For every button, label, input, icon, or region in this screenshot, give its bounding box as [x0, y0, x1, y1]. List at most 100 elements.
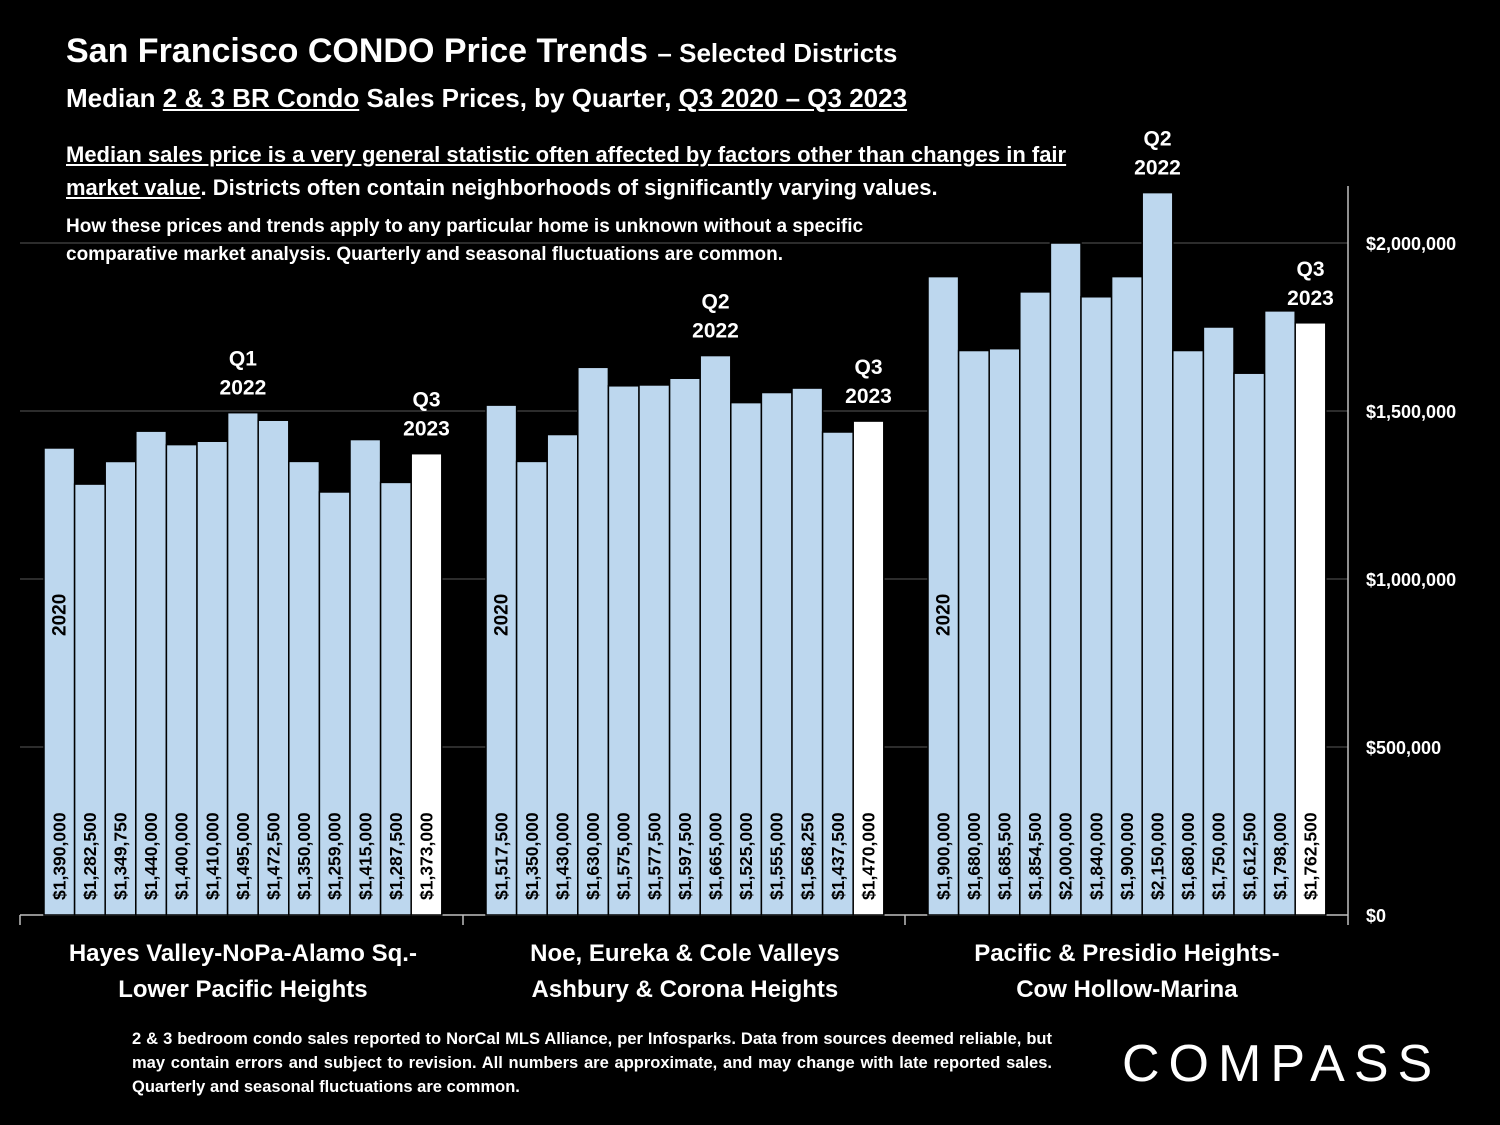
bar-value-label: $1,798,000 — [1270, 812, 1290, 900]
bar — [104, 460, 137, 916]
bar — [1202, 326, 1235, 916]
year-annotation: 2023 — [403, 418, 450, 441]
bar — [135, 430, 168, 916]
district-label-line2: Lower Pacific Heights — [118, 976, 367, 1003]
district-label-line2: Cow Hollow-Marina — [1016, 976, 1238, 1003]
bar-value-label: $1,597,500 — [675, 812, 695, 900]
bar-value-label: $1,287,500 — [386, 812, 406, 900]
bar — [638, 384, 671, 916]
bar — [349, 438, 382, 916]
bar-value-label: $1,437,500 — [828, 812, 848, 900]
bar — [1049, 242, 1082, 916]
footer-source-note: 2 & 3 bedroom condo sales reported to No… — [132, 1030, 1052, 1096]
bar-value-label: $1,665,000 — [706, 812, 726, 900]
year-annotation: 2022 — [692, 320, 739, 343]
bar-value-label: $1,415,000 — [355, 812, 375, 900]
district-label-line1: Hayes Valley-NoPa-Alamo Sq.- — [69, 940, 417, 967]
year-annotation: 2022 — [220, 377, 267, 400]
subtitle-bedrooms: 2 & 3 BR Condo — [162, 83, 360, 113]
year-2020-annotation: 2020 — [933, 594, 954, 636]
bar-value-label: $1,390,000 — [49, 812, 69, 900]
bar — [1080, 296, 1113, 916]
bar — [410, 452, 443, 916]
quarter-annotation: Q1 — [229, 348, 257, 371]
chart-subtitle: Median 2 & 3 BR Condo Sales Prices, by Q… — [66, 83, 907, 114]
bar-value-label: $1,568,250 — [797, 812, 817, 900]
bar — [577, 366, 610, 916]
analysis-note: How these prices and trends apply to any… — [66, 216, 864, 265]
bar-value-label: $1,854,500 — [1025, 812, 1045, 900]
district-label-line1: Pacific & Presidio Heights- — [974, 940, 1279, 967]
bar-value-label: $1,762,500 — [1301, 812, 1321, 900]
quarter-annotation: Q2 — [1143, 128, 1171, 151]
bar-value-label: $1,840,000 — [1086, 812, 1106, 900]
bar — [196, 440, 229, 916]
median-disclaimer-underlined: Median sales price is a very general sta… — [66, 142, 1067, 200]
bar-value-label: $1,555,000 — [767, 812, 787, 900]
bar-value-label: $1,470,000 — [859, 812, 879, 900]
bar-value-label: $1,900,000 — [1117, 812, 1137, 900]
y-tick-label: $1,000,000 — [1366, 570, 1456, 590]
subtitle-mid: Sales Prices, by Quarter, — [359, 83, 679, 113]
bar-value-label: $1,517,500 — [491, 812, 511, 900]
bar-value-label: $1,350,000 — [522, 812, 542, 900]
bar — [1141, 191, 1174, 916]
bar — [226, 411, 259, 916]
bar-value-label: $1,350,000 — [294, 812, 314, 900]
year-annotation: 2022 — [1134, 157, 1181, 180]
y-tick-label: $2,000,000 — [1366, 234, 1456, 254]
bar — [515, 460, 548, 916]
y-tick-label: $1,500,000 — [1366, 402, 1456, 422]
bar — [1172, 349, 1205, 916]
bar-value-label: $1,282,500 — [80, 812, 100, 900]
bar-value-label: $1,680,000 — [964, 812, 984, 900]
bar — [1110, 275, 1143, 916]
bar-value-label: $1,440,000 — [141, 812, 161, 900]
subtitle-pre: Median — [66, 83, 163, 113]
bar-value-label: $1,750,000 — [1209, 812, 1229, 900]
bar — [379, 481, 412, 916]
quarter-annotation: Q3 — [412, 389, 440, 412]
title-suffix: – Selected Districts — [657, 38, 898, 68]
bar-value-label: $1,400,000 — [172, 812, 192, 900]
bar — [852, 420, 885, 916]
bar-value-label: $1,430,000 — [553, 812, 573, 900]
bar — [257, 419, 290, 916]
bar — [485, 404, 518, 916]
year-2020-annotation: 2020 — [491, 594, 512, 636]
district-label-line2: Ashbury & Corona Heights — [532, 976, 839, 1003]
bar — [699, 354, 732, 916]
bar — [288, 460, 321, 916]
bar-value-label: $1,525,000 — [736, 812, 756, 900]
bar-value-label: $1,900,000 — [933, 812, 953, 900]
bar-value-label: $1,373,000 — [417, 812, 437, 900]
bar-value-label: $2,150,000 — [1148, 812, 1168, 900]
bar-value-label: $1,472,500 — [264, 812, 284, 900]
year-2020-annotation: 2020 — [49, 594, 70, 636]
bar — [730, 401, 763, 916]
quarter-annotation: Q3 — [1296, 258, 1324, 281]
median-disclaimer: Median sales price is a very general sta… — [66, 138, 1096, 204]
subtitle-period: Q3 2020 – Q3 2023 — [678, 83, 908, 113]
bar — [546, 433, 579, 916]
year-annotation: 2023 — [845, 385, 892, 408]
bar-value-label: $1,349,750 — [111, 812, 131, 900]
bar — [1263, 310, 1296, 916]
bar-value-label: $1,685,500 — [995, 812, 1015, 900]
bar-value-label: $1,410,000 — [202, 812, 222, 900]
bar — [607, 385, 640, 916]
median-disclaimer-rest: . Districts often contain neighborhoods … — [200, 175, 938, 200]
bar-value-label: $2,000,000 — [1056, 812, 1076, 900]
title-main: San Francisco CONDO Price Trends — [66, 32, 648, 70]
y-tick-label: $500,000 — [1366, 738, 1441, 758]
bar — [957, 349, 990, 916]
bar — [988, 347, 1021, 916]
year-annotation: 2023 — [1287, 287, 1334, 310]
bar-value-label: $1,612,500 — [1239, 812, 1259, 900]
bar — [668, 377, 701, 916]
bar-value-label: $1,630,000 — [583, 812, 603, 900]
y-tick-label: $0 — [1366, 906, 1386, 926]
bar — [927, 275, 960, 916]
bar-value-label: $1,577,500 — [644, 812, 664, 900]
